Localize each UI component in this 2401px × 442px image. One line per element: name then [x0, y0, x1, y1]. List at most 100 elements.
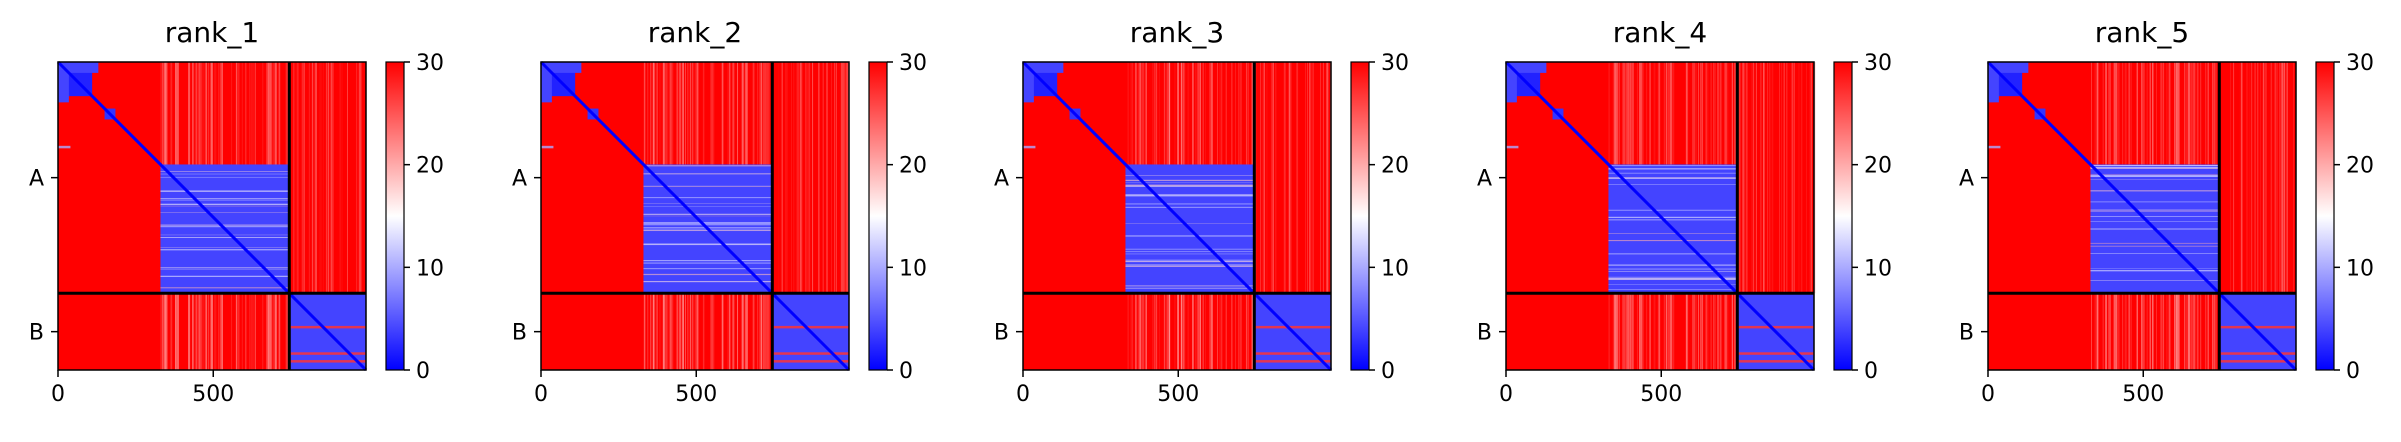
stripe — [2208, 62, 2209, 164]
stripe — [2233, 62, 2234, 293]
stripe — [1760, 62, 1761, 293]
stripe — [672, 293, 674, 370]
stripe — [1125, 180, 1254, 181]
stripe — [313, 62, 314, 293]
stripe — [1125, 175, 1254, 176]
colorbar — [2316, 62, 2334, 370]
chain-label: A — [1477, 167, 1492, 192]
stripe — [1240, 62, 1241, 164]
stripe — [1125, 260, 1254, 261]
stripe — [1659, 293, 1661, 370]
stripe — [1608, 165, 1737, 166]
stripe — [656, 293, 658, 370]
stripe — [687, 62, 688, 164]
stripe — [2094, 62, 2095, 164]
stripe — [238, 62, 239, 164]
stripe — [2184, 293, 2185, 370]
stripe — [1212, 293, 1213, 370]
stripe — [1744, 62, 1745, 293]
stripe — [2162, 293, 2163, 370]
stripe — [1694, 62, 1695, 164]
stripe — [287, 62, 288, 164]
stripe — [160, 190, 289, 191]
stripe — [2191, 293, 2192, 370]
stripe — [2271, 62, 2272, 293]
stripe — [279, 293, 281, 370]
stripe — [1266, 62, 1267, 293]
stripe — [670, 62, 671, 164]
stripe — [743, 293, 744, 370]
heatmap — [58, 62, 366, 370]
stripe — [1125, 186, 1254, 187]
stripe — [269, 293, 270, 370]
stripe — [331, 62, 332, 293]
stripe — [188, 293, 190, 370]
stripe — [360, 62, 361, 293]
stripe — [842, 62, 843, 293]
stripe — [823, 62, 824, 293]
stripe — [172, 293, 173, 370]
stripe — [236, 293, 238, 370]
panel-title: rank_3 — [1130, 16, 1224, 49]
stripe — [1140, 62, 1141, 164]
stripe — [170, 293, 171, 370]
stripe — [1254, 352, 1331, 354]
stripe — [651, 293, 652, 370]
stripe — [287, 293, 288, 370]
stripe — [698, 62, 699, 164]
stripe — [177, 62, 178, 164]
stripe — [175, 293, 176, 370]
stripe — [1664, 62, 1665, 164]
stripe — [763, 293, 765, 370]
stripe — [840, 62, 841, 293]
stripe — [1220, 293, 1221, 370]
stripe — [2113, 62, 2114, 164]
stripe — [732, 293, 734, 370]
stripe — [692, 293, 694, 370]
stripe — [1272, 62, 1273, 293]
stripe — [1608, 253, 1737, 254]
stripe — [303, 62, 304, 293]
stripe — [659, 293, 660, 370]
stripe — [302, 62, 303, 293]
stripe — [2191, 62, 2192, 164]
stripe — [1131, 62, 1133, 164]
stripe — [729, 293, 730, 370]
stripe — [665, 62, 667, 164]
stripe — [273, 62, 275, 164]
chain-label: A — [1959, 167, 1974, 192]
stripe — [1221, 62, 1222, 164]
heatmap — [1506, 62, 1815, 370]
stripe — [314, 62, 315, 293]
stripe — [1248, 62, 1249, 164]
stripe — [1728, 293, 1729, 370]
stripe — [643, 222, 772, 223]
stripe — [1140, 293, 1141, 370]
stripe — [2096, 62, 2098, 164]
stripe — [2152, 293, 2153, 370]
stripe — [2090, 210, 2219, 211]
stripe — [2125, 62, 2127, 164]
panel-title: rank_1 — [165, 16, 259, 49]
stripe — [692, 62, 694, 164]
stripe — [160, 204, 289, 205]
stripe — [2150, 62, 2151, 164]
stripe — [665, 293, 667, 370]
stripe — [2254, 62, 2255, 293]
stripe — [309, 62, 310, 293]
stripe — [2163, 293, 2164, 370]
stripe — [2166, 293, 2168, 370]
stripe — [1217, 293, 1218, 370]
stripe — [1143, 62, 1145, 164]
stripe — [2178, 293, 2180, 370]
stripe — [2257, 62, 2258, 293]
stripe — [1623, 62, 1625, 164]
stripe — [663, 293, 665, 370]
stripe — [1701, 62, 1702, 164]
stripe — [1700, 62, 1701, 164]
stripe — [251, 62, 252, 164]
stripe — [711, 62, 712, 164]
stripe — [2091, 62, 2092, 164]
stripe — [685, 293, 686, 370]
stripe — [1210, 293, 1211, 370]
